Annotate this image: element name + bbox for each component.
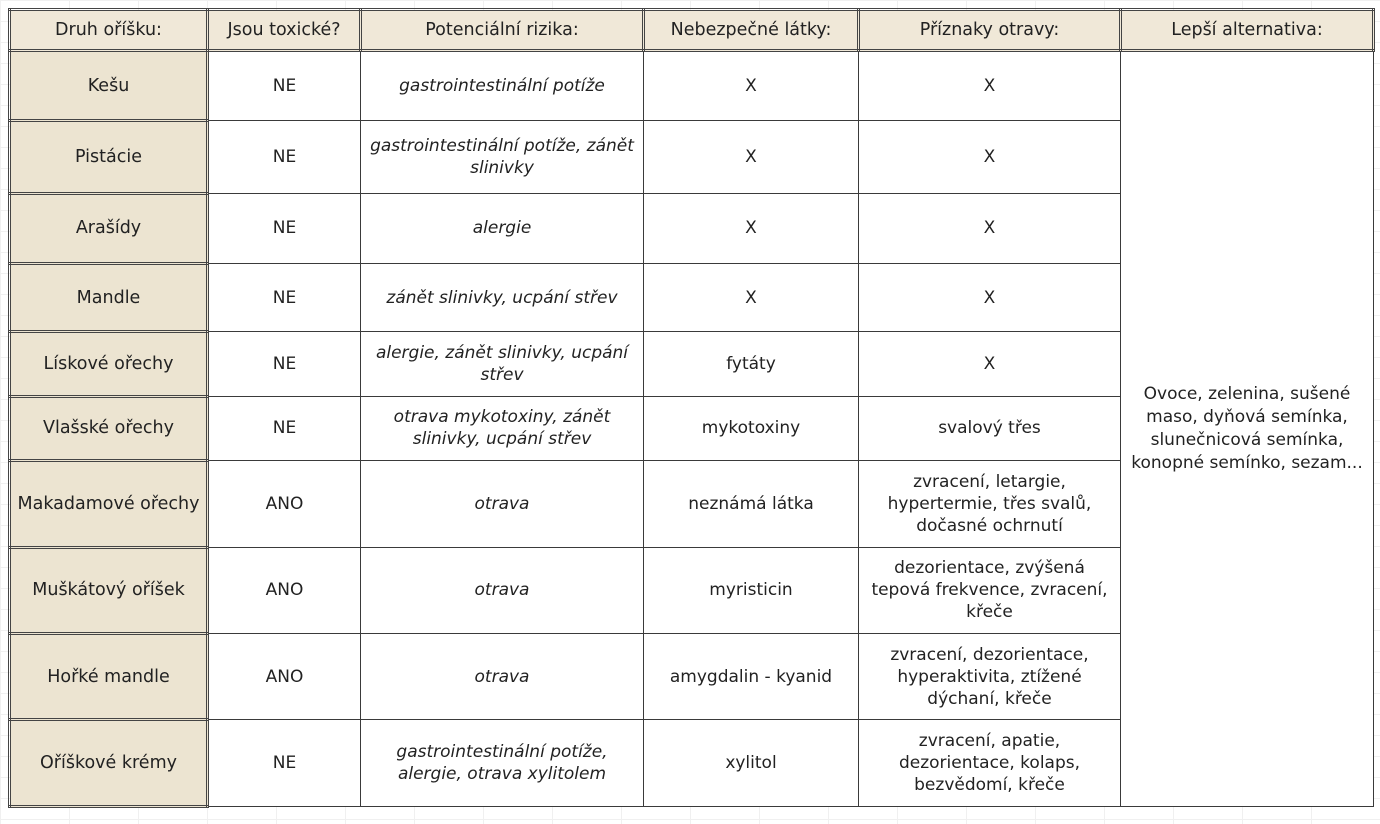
table-row: Hořké mandle ANO otrava amygdalin - kyan… — [8, 632, 1374, 722]
cell-nut-name[interactable]: Hořké mandle — [8, 632, 209, 722]
cell-symptoms[interactable]: dezorientace, zvýšená tepová frekvence, … — [858, 546, 1121, 635]
cell-substances[interactable]: X — [643, 263, 859, 333]
cell-toxic[interactable]: NE — [207, 331, 361, 397]
header-toxic[interactable]: Jsou toxické? — [206, 8, 362, 52]
cell-nut-name[interactable]: Arašídy — [8, 191, 209, 266]
cell-nut-name[interactable]: Oříškové krémy — [8, 718, 209, 808]
cell-nut-name[interactable]: Pistácie — [8, 119, 209, 195]
cell-symptoms[interactable]: X — [858, 331, 1121, 397]
cell-toxic[interactable]: NE — [207, 120, 361, 194]
cell-toxic[interactable]: ANO — [207, 546, 361, 635]
cell-symptoms[interactable]: zvracení, dezorientace, hyperaktivita, z… — [858, 633, 1121, 721]
table-row: Makadamové ořechy ANO otrava neznámá lát… — [8, 459, 1374, 549]
cell-risks[interactable]: otrava — [360, 460, 644, 548]
cell-symptoms[interactable]: X — [858, 49, 1121, 122]
cell-symptoms[interactable]: svalový třes — [858, 395, 1121, 462]
header-substances[interactable]: Nebezpečné látky: — [642, 8, 860, 52]
table-row: Oříškové krémy NE gastrointestinální pot… — [8, 718, 1374, 808]
cell-symptoms[interactable]: X — [858, 120, 1121, 194]
cell-risks[interactable]: gastrointestinální potíže — [360, 49, 644, 122]
cell-substances[interactable]: amygdalin - kyanid — [643, 633, 859, 721]
nut-toxicity-table: Druh oříšku: Jsou toxické? Potenciální r… — [8, 8, 1375, 808]
cell-substances[interactable]: mykotoxiny — [643, 395, 859, 462]
cell-substances[interactable]: X — [643, 192, 859, 265]
cell-risks[interactable]: gastrointestinální potíže, alergie, otra… — [360, 719, 644, 807]
header-symptoms[interactable]: Příznaky otravy: — [857, 8, 1122, 52]
cell-substances[interactable]: fytáty — [643, 331, 859, 397]
cell-substances[interactable]: myristicin — [643, 546, 859, 635]
cell-toxic[interactable]: NE — [207, 719, 361, 807]
cell-risks[interactable]: gastrointestinální potíže, zánět slinivk… — [360, 120, 644, 194]
cell-toxic[interactable]: NE — [207, 49, 361, 122]
cell-substances[interactable]: xylitol — [643, 719, 859, 807]
cell-risks[interactable]: otrava — [360, 633, 644, 721]
cell-nut-name[interactable]: Kešu — [8, 48, 209, 123]
cell-risks[interactable]: otrava mykotoxiny, zánět slinivky, ucpán… — [360, 395, 644, 462]
cell-nut-name[interactable]: Makadamové ořechy — [8, 459, 209, 549]
table-row: Arašídy NE alergie X X — [8, 191, 1374, 266]
cell-nut-name[interactable]: Lískové ořechy — [8, 330, 209, 398]
cell-symptoms[interactable]: X — [858, 263, 1121, 333]
header-risks[interactable]: Potenciální rizika: — [359, 8, 645, 52]
table-row: Kešu NE gastrointestinální potíže X X Ov… — [8, 48, 1374, 807]
table-row: Mandle NE zánět slinivky, ucpání střev X… — [8, 262, 1374, 334]
cell-toxic[interactable]: ANO — [207, 633, 361, 721]
cell-alternative[interactable]: Ovoce, zelenina, sušené maso, dyňová sem… — [1120, 50, 1374, 807]
cell-nut-name[interactable]: Vlašské ořechy — [8, 394, 209, 463]
cell-symptoms[interactable]: zvracení, apatie, dezorientace, kolaps, … — [858, 719, 1121, 807]
cell-nut-name[interactable]: Mandle — [8, 262, 209, 334]
cell-risks[interactable]: alergie — [360, 192, 644, 265]
cell-nut-name[interactable]: Muškátový oříšek — [8, 545, 209, 636]
header-row: Druh oříšku: Jsou toxické? Potenciální r… — [8, 8, 1375, 52]
cell-risks[interactable]: zánět slinivky, ucpání střev — [360, 263, 644, 333]
table-row: Vlašské ořechy NE otrava mykotoxiny, zán… — [8, 394, 1374, 463]
header-nut-type[interactable]: Druh oříšku: — [8, 8, 209, 52]
cell-risks[interactable]: otrava — [360, 546, 644, 635]
cell-substances[interactable]: X — [643, 49, 859, 122]
header-alternative[interactable]: Lepší alternativa: — [1119, 8, 1375, 52]
cell-symptoms[interactable]: X — [858, 192, 1121, 265]
cell-toxic[interactable]: ANO — [207, 460, 361, 548]
table-row: Pistácie NE gastrointestinální potíže, z… — [8, 119, 1374, 195]
cell-substances[interactable]: neznámá látka — [643, 460, 859, 548]
cell-toxic[interactable]: NE — [207, 192, 361, 265]
cell-symptoms[interactable]: zvracení, letargie, hypertermie, třes sv… — [858, 460, 1121, 548]
cell-substances[interactable]: X — [643, 120, 859, 194]
cell-toxic[interactable]: NE — [207, 395, 361, 462]
cell-toxic[interactable]: NE — [207, 263, 361, 333]
cell-risks[interactable]: alergie, zánět slinivky, ucpání střev — [360, 331, 644, 397]
table-row: Lískové ořechy NE alergie, zánět slinivk… — [8, 330, 1374, 398]
table-row: Muškátový oříšek ANO otrava myristicin d… — [8, 545, 1374, 636]
